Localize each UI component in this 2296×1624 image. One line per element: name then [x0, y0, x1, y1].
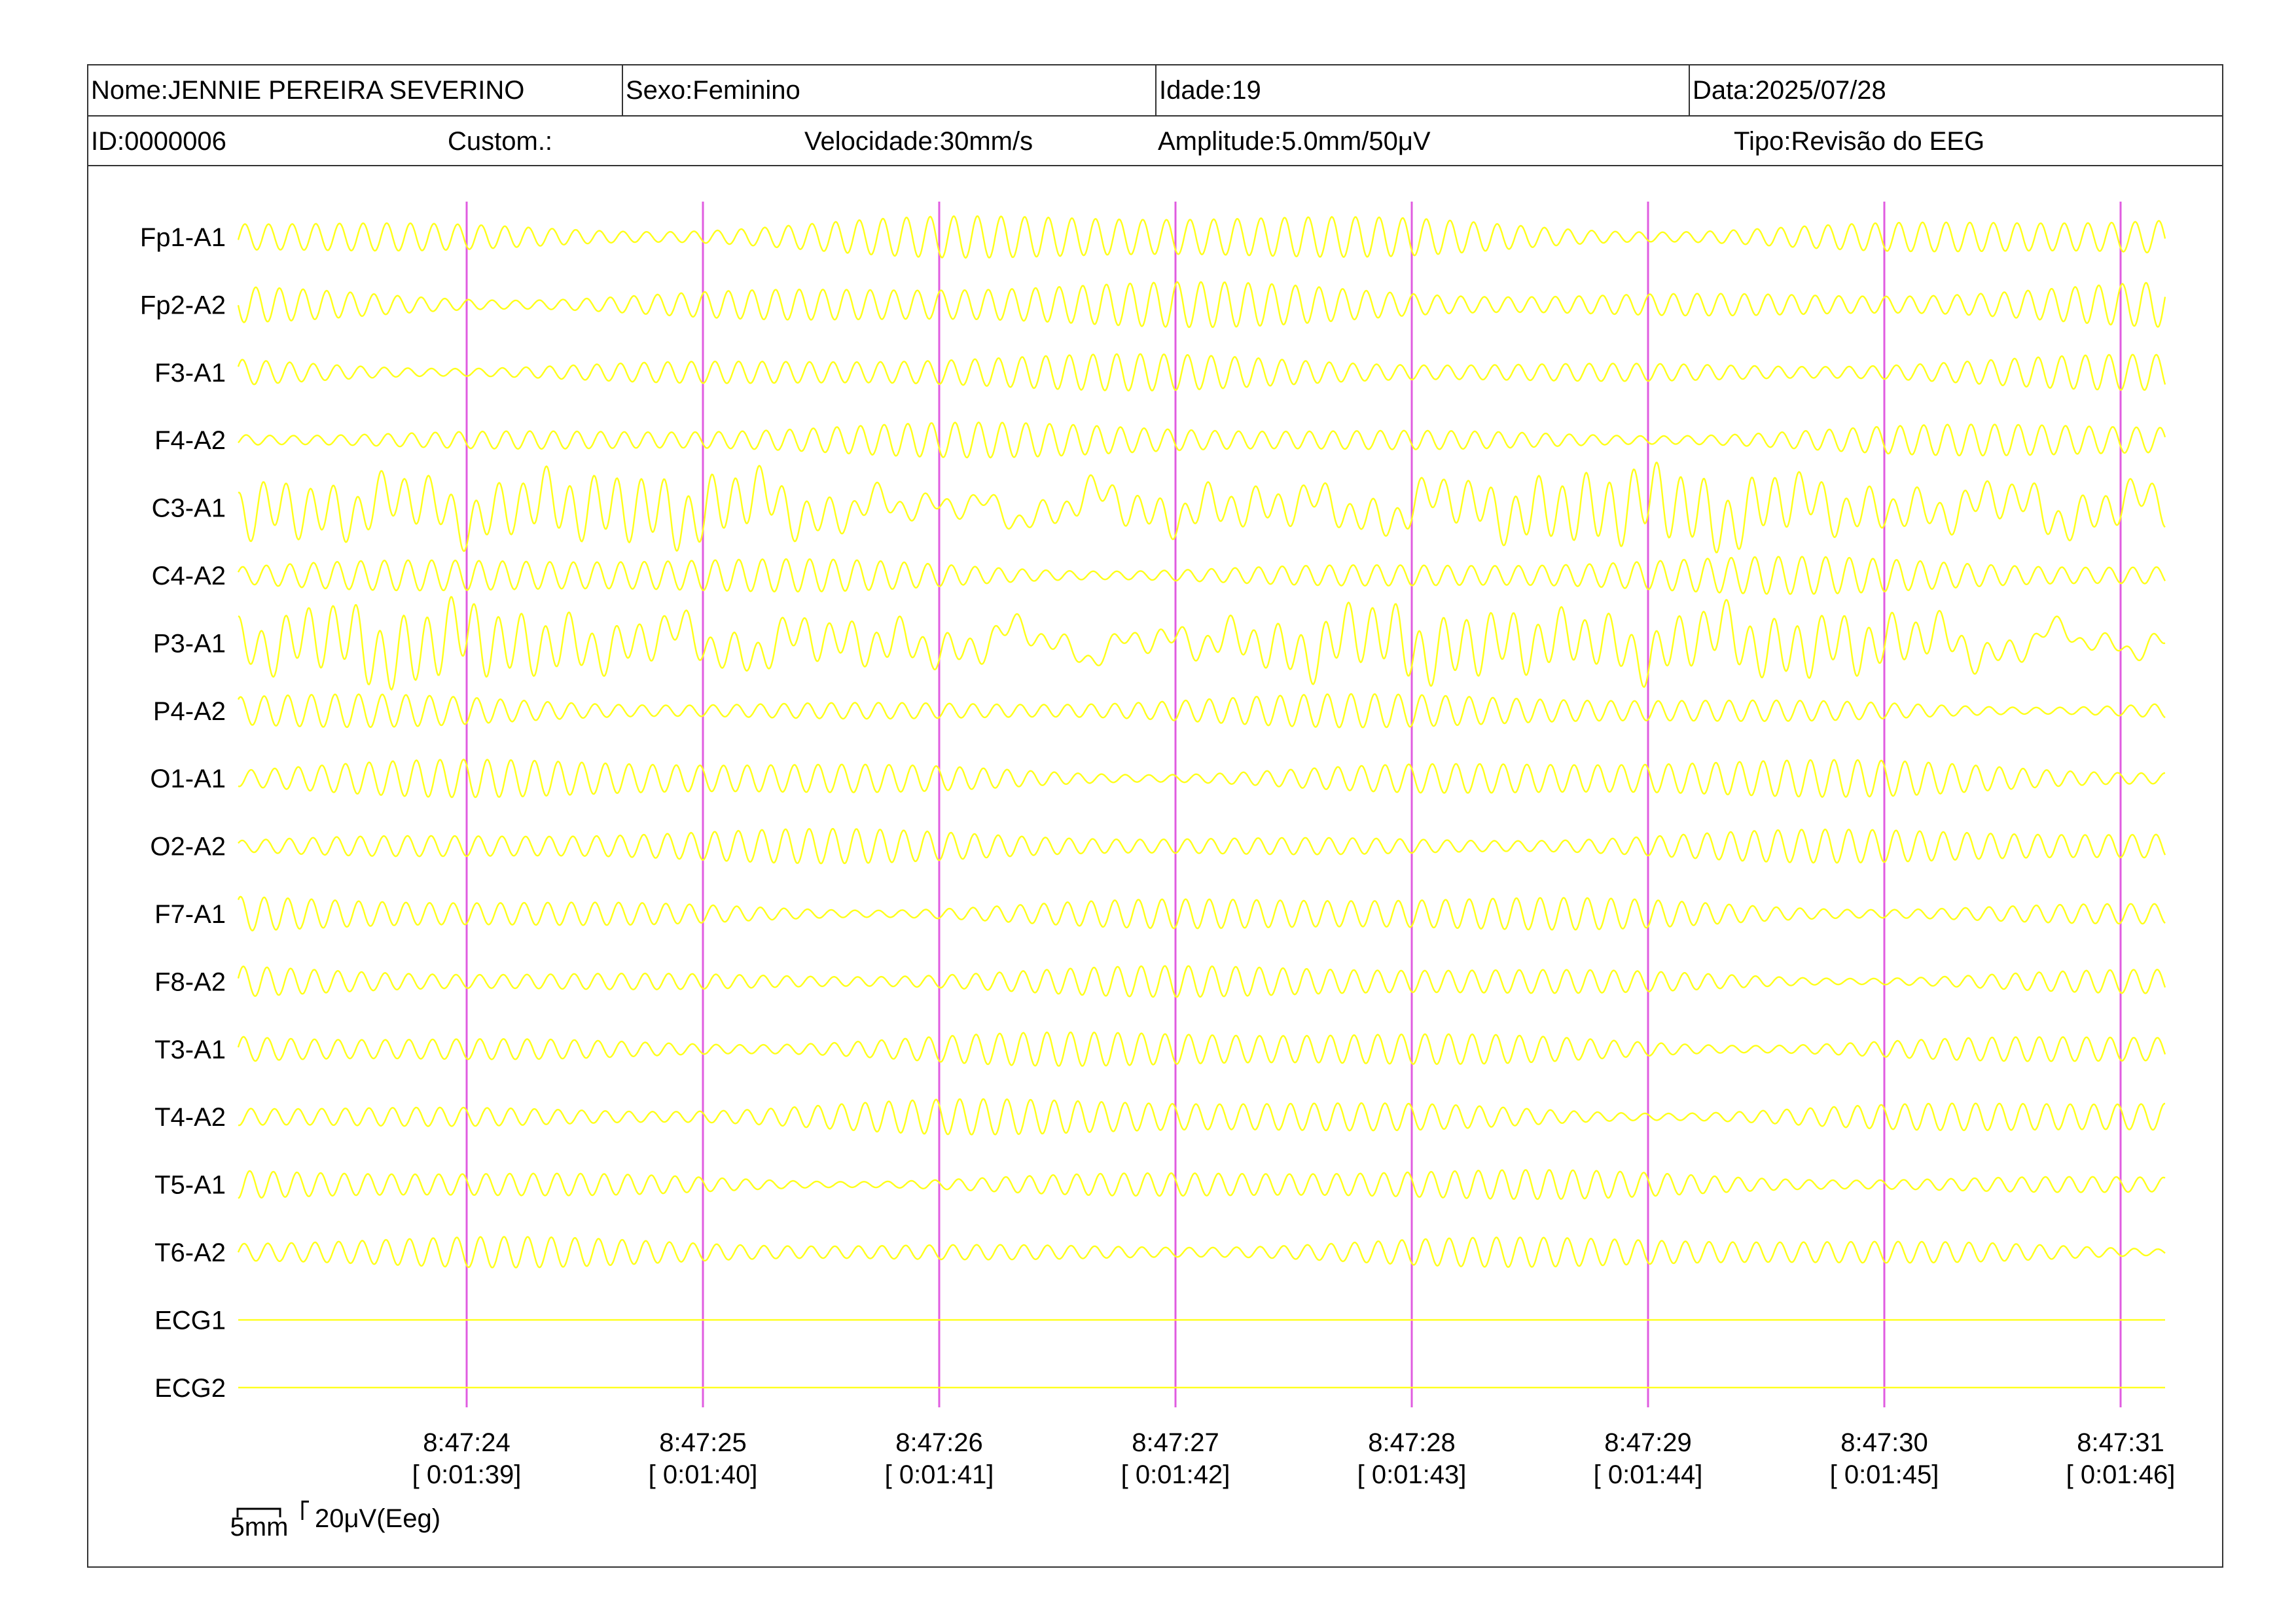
channel-label: T3-A1 [154, 1036, 226, 1064]
speed-setting: Velocidade:30mm/s [804, 127, 1033, 156]
eeg-traces [237, 215, 2166, 1388]
time-tick-label: 8:47:31 [2077, 1428, 2164, 1457]
channel-label: T5-A1 [154, 1171, 226, 1200]
eeg-trace-line [237, 895, 2166, 931]
elapsed-tick-label: [ 0:01:46] [2066, 1460, 2176, 1489]
patient-info-row: Nome:JENNIE PEREIRA SEVERINO Sexo:Femini… [88, 65, 2222, 117]
eeg-trace-line [237, 965, 2166, 998]
elapsed-tick-label: [ 0:01:39] [412, 1460, 522, 1489]
time-tick-label: 8:47:25 [659, 1428, 746, 1457]
review-type: Tipo:Revisão do EEG [1734, 127, 1985, 156]
amplitude-setting: Amplitude:5.0mm/50μV [1158, 127, 1431, 156]
recording-info-row: ID:0000006 Custom.: Velocidade:30mm/s Am… [88, 117, 2222, 166]
eeg-report: Nome:JENNIE PEREIRA SEVERINO Sexo:Femini… [87, 64, 2223, 1568]
scale-bar-amplitude-bracket [301, 1500, 309, 1520]
time-tick-label: 8:47:26 [895, 1428, 982, 1457]
elapsed-tick-label: [ 0:01:44] [1594, 1460, 1703, 1489]
elapsed-tick-label: [ 0:01:42] [1121, 1460, 1230, 1489]
eeg-trace-line [237, 693, 2166, 729]
time-tick-label: 8:47:24 [423, 1428, 510, 1457]
channel-label: T4-A2 [154, 1103, 226, 1132]
eeg-trace-line [238, 827, 2166, 865]
time-markers [465, 202, 2122, 1407]
channel-label: T6-A2 [154, 1238, 226, 1267]
channel-label: Fp1-A1 [140, 223, 226, 252]
channel-label: ECG2 [154, 1374, 226, 1403]
eeg-trace-line [238, 421, 2166, 459]
patient-name: Nome:JENNIE PEREIRA SEVERINO [91, 76, 525, 105]
time-tick-label: 8:47:30 [1840, 1428, 1928, 1457]
channel-label: C3-A1 [152, 494, 226, 523]
eeg-trace-line [237, 1236, 2166, 1269]
channel-label: F7-A1 [154, 900, 226, 929]
eeg-trace-line [237, 281, 2166, 329]
channel-label: C4-A2 [152, 562, 226, 590]
channel-label: F8-A2 [154, 967, 226, 996]
channel-label: ECG1 [154, 1306, 226, 1335]
channel-label: O2-A2 [150, 833, 226, 861]
scale-bar: 5mm 20μV(Eeg) [230, 1500, 440, 1542]
channel-label: F4-A2 [154, 426, 226, 455]
time-tick-label: 8:47:29 [1604, 1428, 1691, 1457]
eeg-trace-line [238, 596, 2166, 691]
channel-label: O1-A1 [150, 765, 226, 793]
scale-time-label: 5mm [230, 1513, 289, 1542]
eeg-trace-line [238, 1169, 2166, 1200]
patient-id: ID:0000006 [91, 127, 226, 156]
channel-label: P3-A1 [153, 629, 226, 658]
eeg-trace-line [238, 758, 2166, 799]
eeg-trace-line [237, 556, 2166, 596]
channel-label: F3-A1 [154, 359, 226, 388]
elapsed-tick-label: [ 0:01:41] [885, 1460, 994, 1489]
time-tick-label: 8:47:28 [1368, 1428, 1455, 1457]
time-axis-labels: 8:47:24 [ 0:01:39] 8:47:25 [ 0:01:40] 8:47:2… [412, 1428, 2176, 1489]
elapsed-tick-label: [ 0:01:40] [649, 1460, 758, 1489]
channel-label: P4-A2 [153, 697, 226, 726]
patient-sex: Sexo:Feminino [622, 65, 1155, 115]
channel-label: Fp2-A2 [140, 291, 226, 319]
channel-labels: Fp1-A1 Fp2-A2 F3-A1 F4-A2 C3-A1 C4-A2 P3-A1 P4-… [140, 223, 226, 1403]
time-tick-label: 8:47:27 [1132, 1428, 1219, 1457]
scale-amplitude-label: 20μV(Eeg) [315, 1504, 440, 1533]
eeg-trace-line [238, 461, 2166, 554]
elapsed-tick-label: [ 0:01:43] [1357, 1460, 1467, 1489]
elapsed-tick-label: [ 0:01:45] [1830, 1460, 1939, 1489]
scale-bar-time-bracket [236, 1507, 281, 1517]
patient-age: Idade:19 [1155, 65, 1689, 115]
eeg-trace-line [237, 1031, 2166, 1067]
eeg-trace-line [237, 215, 2166, 259]
custom-field: Custom.: [448, 127, 553, 156]
record-date: Data:2025/07/28 [1689, 65, 2222, 115]
eeg-trace-line [237, 353, 2166, 392]
eeg-trace-line [238, 1098, 2166, 1136]
